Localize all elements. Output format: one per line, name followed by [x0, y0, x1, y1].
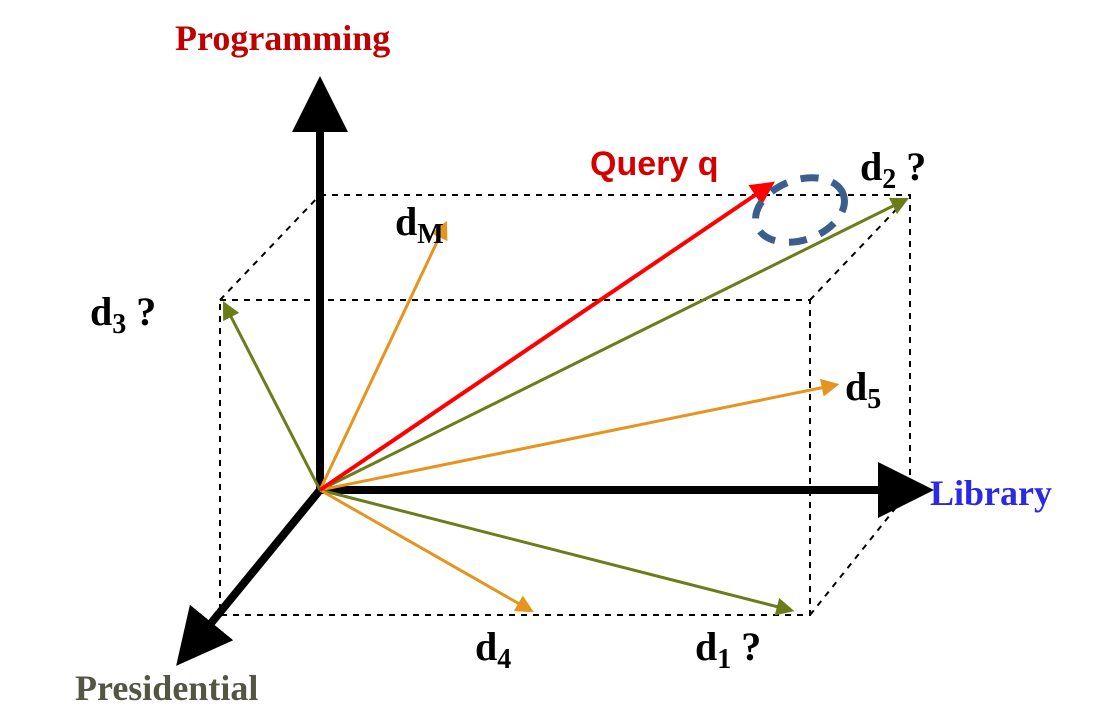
- similarity-ellipse: [747, 166, 854, 254]
- vector-d1: [320, 490, 790, 610]
- vector-label-d2: d2 ?: [860, 144, 926, 195]
- vector-label-dM: dM: [395, 199, 444, 250]
- vector-label-d5: d5: [845, 364, 881, 415]
- vector-dM: [320, 225, 445, 490]
- similarity-ring: [747, 166, 854, 254]
- vector-d4: [320, 490, 530, 610]
- vector-label-d1: d1 ?: [695, 624, 761, 675]
- axis-label-library: Library: [930, 473, 1052, 513]
- vector-d3: [225, 305, 320, 490]
- vector-label-d3: d3 ?: [90, 289, 156, 340]
- document-vectors: [225, 200, 905, 610]
- axis-label-programming: Programming: [175, 18, 390, 58]
- vector-label-d4: d4: [475, 624, 511, 675]
- vector-space-diagram: Programming Library Presidential d2 ? dM d3 ?…: [0, 0, 1102, 725]
- query-label: Query q: [590, 145, 718, 183]
- axis-label-presidential: Presidential: [75, 668, 258, 708]
